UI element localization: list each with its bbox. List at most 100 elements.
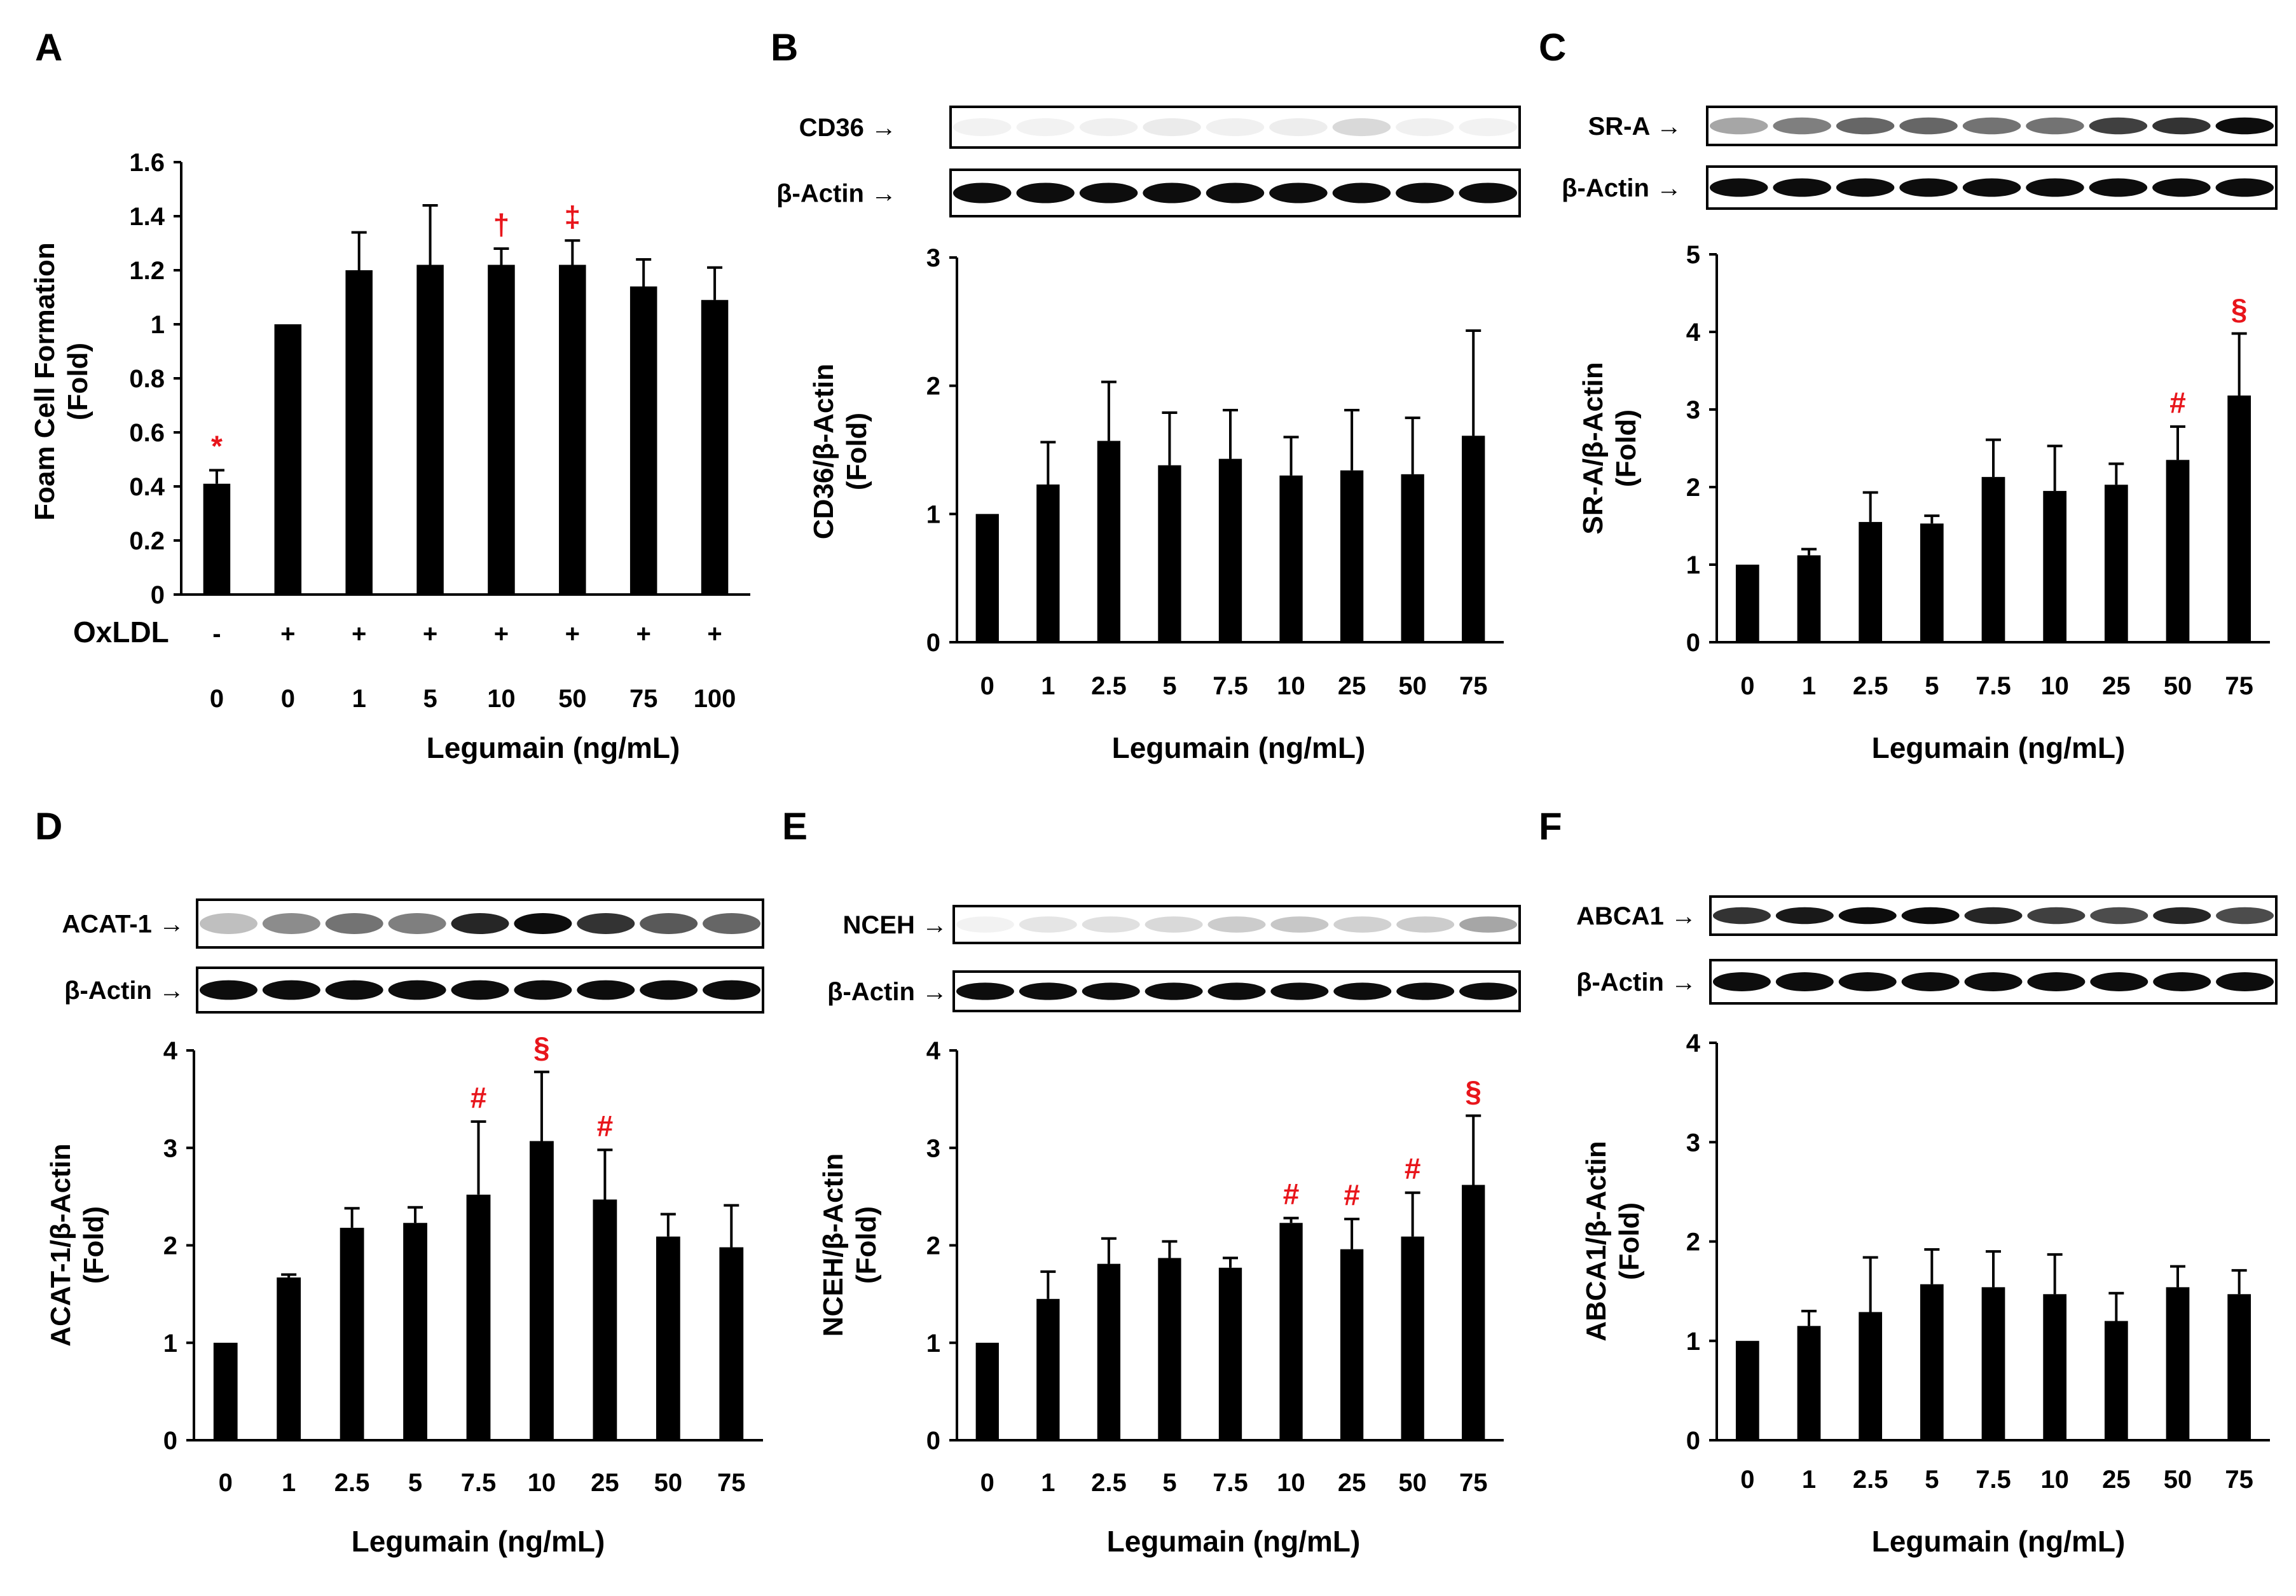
x-tick-label: 25 <box>2102 672 2131 700</box>
blot-band <box>2026 178 2084 197</box>
oxldl-sign: + <box>494 620 509 648</box>
x-tick-label: 10 <box>1277 1469 1305 1497</box>
x-tick-label: 7.5 <box>461 1469 497 1497</box>
x-tick-label: 25 <box>1338 1469 1366 1497</box>
bar <box>1920 1284 1944 1440</box>
bar <box>629 286 657 595</box>
y-tick-label: 1 <box>163 1330 177 1358</box>
bar <box>1859 1312 1883 1440</box>
blot-band <box>1901 972 1960 991</box>
blot-band <box>1145 916 1203 933</box>
y-tick-label: 3 <box>163 1134 177 1162</box>
blot-band <box>1775 907 1834 925</box>
significance-marker: § <box>1465 1075 1481 1108</box>
blot-band <box>577 980 635 1000</box>
panel-e: E 0 1 2 3 4 NCEH/β-Actin (Fold) 0 1 2.5 5 7.5 #10 #25 #… <box>782 805 1521 1558</box>
blot-band <box>1332 182 1391 203</box>
y-tick-label: 4 <box>926 1037 941 1065</box>
blot-strip: CD36 → <box>799 106 1521 149</box>
y-axis-title-line: (Fold) <box>1611 409 1642 487</box>
y-tick-label: 0 <box>1686 1427 1700 1455</box>
bar <box>1218 1267 1242 1440</box>
blot-band <box>1712 972 1771 991</box>
significance-marker: # <box>1344 1178 1360 1211</box>
x-tick-label: 75 <box>2225 672 2253 700</box>
x-tick-label: 5 <box>408 1469 422 1497</box>
bar <box>1158 1258 1181 1440</box>
bar <box>1158 465 1181 642</box>
y-axis-title-line: (Fold) <box>62 343 93 420</box>
blot-strip: ABCA1 → <box>1576 895 2278 936</box>
y-tick-label: 4 <box>1686 1029 1701 1057</box>
blot-band <box>1901 907 1960 925</box>
blot-band <box>1709 117 1768 135</box>
y-tick-label: 1.6 <box>129 149 165 177</box>
oxldl-sign: + <box>423 620 437 648</box>
bar <box>1340 1249 1364 1440</box>
panel-d: D 0 1 2 3 4 ACAT-1/β-Actin (Fold) 0 1 2.5 5 #7.5 § 10 #… <box>35 805 764 1558</box>
y-axis-title-line: ACAT-1/β-Actin <box>45 1143 76 1346</box>
bar <box>1462 1185 1485 1440</box>
blot-band <box>1773 178 1831 197</box>
blot-band <box>1082 982 1140 1000</box>
bar <box>403 1223 427 1440</box>
bar <box>975 514 999 642</box>
x-tick-label: 50 <box>558 685 587 713</box>
blot-band <box>2153 907 2211 925</box>
y-axis-title: ACAT-1/β-Actin (Fold) <box>45 1143 109 1346</box>
blot-band <box>388 913 446 934</box>
blot-label: CD36 → <box>799 114 897 142</box>
bar <box>466 1194 491 1440</box>
bar <box>2043 491 2067 642</box>
x-axis-title: Legumain (ng/mL) <box>1872 1525 2126 1558</box>
significance-marker: ‡ <box>565 200 581 233</box>
blot-band <box>2090 972 2148 991</box>
x-tick-label: 75 <box>629 685 658 713</box>
y-tick-label: 3 <box>926 1134 940 1162</box>
x-tick-label: 25 <box>2102 1466 2131 1494</box>
x-tick-label: 0 <box>1740 672 1754 700</box>
blot-band <box>1019 982 1077 1000</box>
blot-band <box>1333 982 1392 1000</box>
blot-strip: β-Actin → <box>1562 165 2278 210</box>
x-tick-label: 50 <box>2164 672 2192 700</box>
panel-letter: E <box>782 805 808 848</box>
oxldl-sign: + <box>280 620 295 648</box>
x-tick-label: 10 <box>528 1469 556 1497</box>
blot-band <box>640 913 698 934</box>
blot-band <box>1143 118 1201 137</box>
x-tick-label: 50 <box>1398 1469 1427 1497</box>
x-tick-label: 75 <box>1459 672 1488 700</box>
y-tick-label: 3 <box>926 244 940 272</box>
blot-band <box>1709 178 1768 197</box>
blot-band <box>640 980 698 1000</box>
y-tick-label: 2 <box>926 373 940 401</box>
y-tick-label: 0.4 <box>129 473 165 501</box>
blot-strip: β-Actin → <box>827 970 1521 1012</box>
blot-band <box>388 980 446 1000</box>
panel-f: F 0 1 2 3 4 ABCA1/β-Actin (Fold) 0 1 2.5 5 7.5 10 25 50… <box>1539 805 2278 1558</box>
y-tick-label: 3 <box>1686 1129 1700 1157</box>
blot-band <box>952 182 1012 203</box>
bar <box>530 1141 554 1440</box>
significance-marker: * <box>211 430 223 463</box>
x-tick-label: 7.5 <box>1976 672 2011 700</box>
blot-band <box>1964 907 2023 925</box>
y-tick-label: 1 <box>1686 551 1700 579</box>
blot-band <box>2090 907 2148 925</box>
y-tick-label: 0.2 <box>129 527 165 555</box>
blot-band <box>2152 178 2211 197</box>
y-axis-title-line: (Fold) <box>851 1206 882 1284</box>
significance-marker: § <box>2231 292 2248 326</box>
blot-band <box>1019 916 1077 933</box>
blot-band <box>1079 182 1138 203</box>
bar <box>340 1227 364 1440</box>
x-tick-label: 1 <box>1802 1466 1816 1494</box>
blot-band <box>1964 972 2023 991</box>
panel-letter: A <box>35 26 62 69</box>
x-tick-label: 10 <box>2040 672 2069 700</box>
bar <box>1859 521 1883 642</box>
y-tick-label: 0 <box>926 629 940 657</box>
bar <box>1401 474 1424 642</box>
x-tick-label: 50 <box>2164 1466 2192 1494</box>
